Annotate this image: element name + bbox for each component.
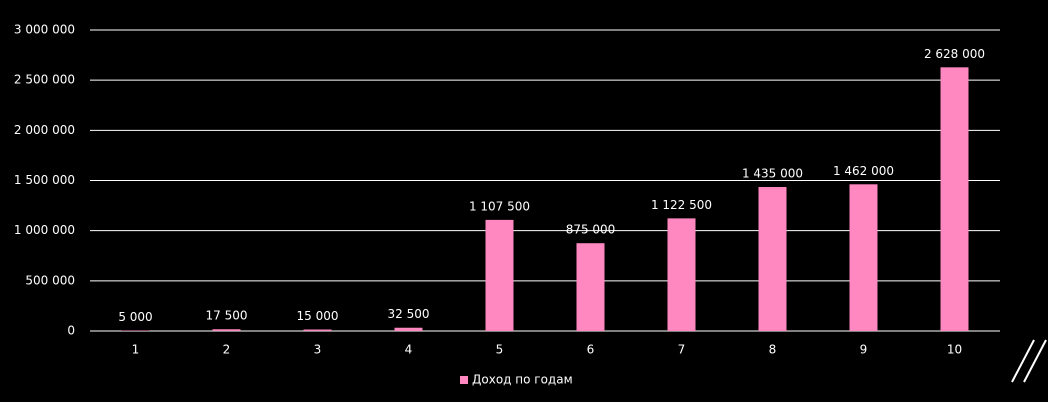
bar (394, 327, 423, 331)
x-tick-label: 10 (947, 343, 962, 357)
y-tick-label: 500 000 (25, 273, 75, 287)
value-label: 32 500 (388, 307, 430, 321)
value-label: 1 435 000 (742, 167, 803, 181)
bar (121, 330, 150, 331)
y-tick-label: 3 000 000 (14, 23, 75, 37)
legend-swatch (460, 376, 468, 384)
value-label: 1 462 000 (833, 164, 894, 178)
y-tick-label: 2 500 000 (14, 73, 75, 87)
bar (576, 243, 605, 331)
bar (485, 219, 514, 331)
y-tick-label: 0 (67, 324, 75, 338)
x-tick-label: 2 (223, 343, 231, 357)
y-tick-label: 2 000 000 (14, 123, 75, 137)
x-tick-label: 6 (587, 343, 595, 357)
legend-label: Доход по годам (472, 373, 573, 387)
value-label: 875 000 (566, 223, 616, 237)
value-label: 15 000 (297, 309, 339, 323)
bar (849, 184, 878, 331)
x-tick-label: 9 (860, 343, 868, 357)
x-tick-label: 1 (132, 343, 140, 357)
y-tick-label: 1 000 000 (14, 223, 75, 237)
x-tick-label: 4 (405, 343, 413, 357)
x-tick-label: 8 (769, 343, 777, 357)
value-label: 2 628 000 (924, 47, 985, 61)
bar (667, 218, 696, 331)
y-tick-label: 1 500 000 (14, 173, 75, 187)
bar (758, 187, 787, 331)
x-tick-label: 3 (314, 343, 322, 357)
value-label: 1 122 500 (651, 198, 712, 212)
value-label: 5 000 (118, 310, 152, 324)
bar (940, 67, 969, 331)
x-tick-label: 7 (678, 343, 686, 357)
bar (303, 329, 332, 331)
bar (212, 329, 241, 331)
decoration (1011, 339, 1047, 383)
value-label: 17 500 (206, 309, 248, 323)
x-tick-label: 5 (496, 343, 504, 357)
value-label: 1 107 500 (469, 199, 530, 213)
